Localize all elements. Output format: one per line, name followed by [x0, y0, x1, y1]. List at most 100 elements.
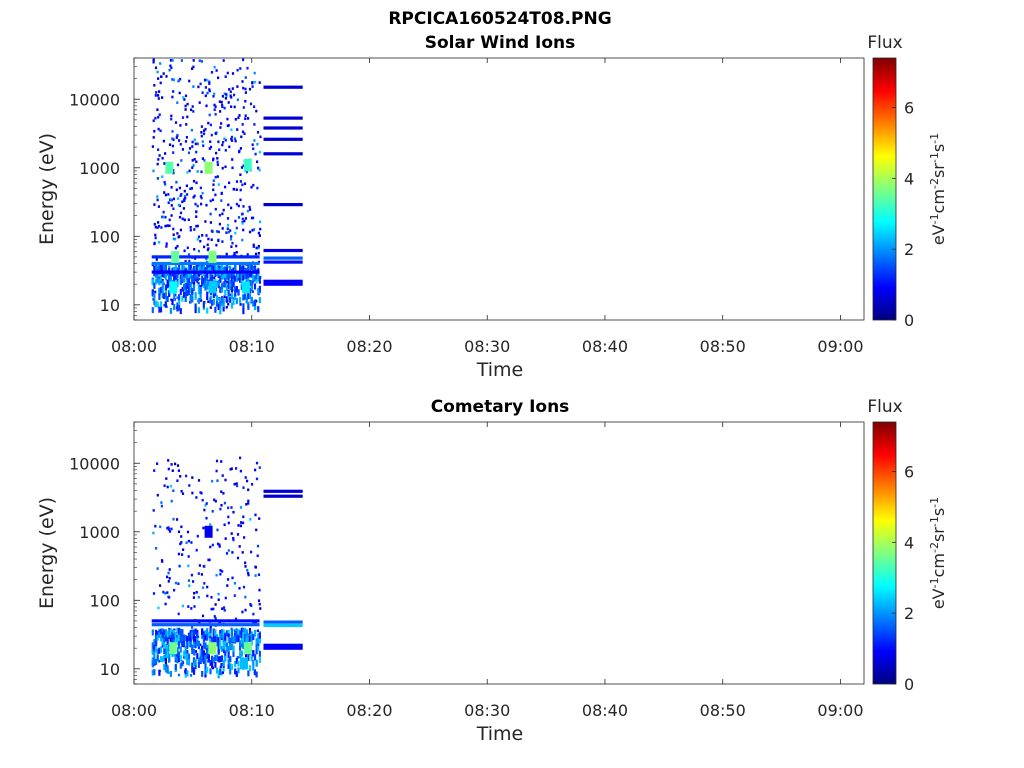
low-energy-cell — [211, 299, 214, 306]
speckle-cell — [252, 245, 255, 248]
speckle-cell — [186, 530, 190, 534]
speckle-cell — [198, 564, 201, 567]
speckle-cell — [172, 489, 175, 492]
speckle-cell — [194, 650, 198, 653]
speckle-cell — [172, 151, 175, 154]
low-energy-cell — [229, 280, 232, 286]
low-energy-cell — [171, 636, 174, 643]
speckle-cell — [190, 573, 193, 577]
low-energy-cell — [191, 666, 194, 673]
low-energy-cell — [191, 662, 194, 669]
low-energy-cell — [171, 632, 174, 639]
speckle-cell — [214, 603, 217, 606]
speckle-cell — [203, 582, 206, 585]
low-energy-cell — [155, 301, 158, 307]
speckle-cell — [174, 462, 177, 466]
speckle-cell — [229, 229, 232, 232]
speckle-cell — [177, 197, 180, 200]
low-energy-cell — [194, 273, 197, 280]
speckle-cell — [233, 628, 236, 632]
speckle-cell — [248, 205, 251, 209]
speckle-cell — [201, 614, 205, 618]
low-energy-cell — [168, 656, 171, 663]
speckle-cell — [203, 508, 206, 512]
speckle-cell — [201, 234, 204, 237]
speckle-cell — [165, 477, 168, 480]
speckle-cell — [180, 535, 183, 538]
low-energy-cell — [196, 640, 199, 647]
low-energy-cell — [166, 296, 169, 303]
low-energy-cell — [189, 297, 192, 304]
low-energy-cell — [163, 267, 166, 274]
speckle-cell — [176, 296, 179, 300]
speckle-cell — [191, 626, 194, 629]
flux-cluster — [243, 642, 252, 655]
speckle-cell — [191, 105, 194, 108]
speckle-cell — [202, 144, 205, 147]
low-energy-cell — [173, 273, 176, 280]
speckle-cell — [214, 193, 217, 197]
speckle-cell — [174, 121, 178, 124]
low-energy-cell — [235, 631, 238, 637]
speckle-cell — [167, 528, 171, 531]
low-energy-cell — [156, 301, 159, 308]
speckle-cell — [225, 95, 228, 98]
low-energy-cell — [159, 275, 163, 281]
speckle-cell — [224, 185, 227, 189]
speckle-cell — [201, 157, 204, 160]
speckle-cell — [184, 196, 187, 200]
x-tick-label: 08:50 — [700, 337, 746, 356]
speckle-cell — [225, 552, 229, 555]
low-energy-cell — [258, 657, 261, 663]
speckle-cell — [170, 527, 173, 531]
low-energy-cell — [163, 655, 166, 661]
flux-cluster — [208, 281, 217, 294]
speckle-cell — [209, 545, 212, 549]
low-energy-cell — [253, 283, 257, 290]
low-energy-cell — [240, 637, 243, 644]
speckle-cell — [176, 232, 179, 235]
speckle-cell — [244, 476, 247, 479]
low-energy-cell — [181, 273, 184, 280]
speckle-cell — [172, 517, 175, 521]
low-energy-cell — [151, 642, 154, 649]
speckle-cell — [177, 612, 180, 616]
flux-band — [263, 623, 303, 627]
speckle-cell — [225, 306, 228, 309]
low-energy-cell — [161, 632, 164, 639]
speckle-cell — [156, 70, 159, 74]
speckle-cell — [215, 69, 218, 72]
speckle-cell — [233, 594, 236, 597]
low-energy-cell — [209, 297, 212, 304]
speckle-cell — [251, 229, 254, 232]
speckle-cell — [231, 166, 234, 170]
speckle-cell — [187, 253, 191, 256]
low-energy-cell — [255, 638, 258, 645]
speckle-cell — [209, 221, 212, 224]
speckle-cell — [219, 569, 222, 572]
speckle-cell — [188, 79, 191, 83]
speckle-cell — [197, 249, 200, 253]
speckle-cell — [218, 213, 221, 217]
figure-title: RPCICA160524T08.PNG — [388, 9, 611, 29]
low-energy-cell — [164, 635, 167, 642]
speckle-cell — [156, 567, 159, 570]
speckle-cell — [247, 573, 250, 577]
low-energy-cell — [239, 630, 242, 637]
low-energy-cell — [178, 635, 181, 641]
low-energy-cell — [201, 645, 204, 652]
low-energy-cell — [183, 639, 186, 646]
low-energy-cell — [235, 298, 238, 305]
speckle-cell — [181, 200, 184, 204]
speckle-cell — [201, 586, 205, 589]
low-energy-cell — [197, 657, 200, 664]
speckle-cell — [230, 627, 233, 631]
speckle-cell — [212, 183, 215, 186]
speckle-cell — [236, 533, 240, 536]
speckle-cell — [219, 126, 222, 129]
colorbar-gradient — [873, 422, 896, 684]
low-energy-cell — [201, 628, 204, 635]
low-energy-cell — [257, 306, 260, 313]
speckle-cell — [157, 158, 160, 161]
low-energy-cell — [207, 655, 210, 662]
